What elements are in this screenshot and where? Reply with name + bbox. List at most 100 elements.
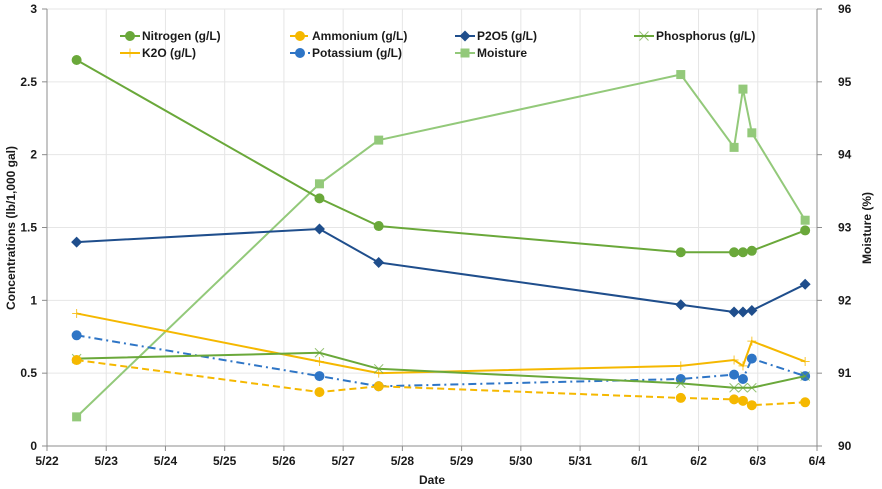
series-moisture	[72, 70, 810, 422]
data-point	[314, 387, 325, 398]
legend-marker	[459, 30, 471, 42]
x-tick-label: 5/23	[95, 454, 119, 468]
legend-marker	[295, 48, 305, 58]
y2-tick-label: 96	[838, 2, 852, 16]
data-point	[72, 308, 82, 318]
data-point	[800, 215, 810, 225]
data-point	[373, 363, 384, 374]
series-p2o5-g-l	[71, 223, 811, 318]
data-point	[729, 355, 739, 365]
data-point	[747, 128, 757, 138]
data-point	[729, 369, 740, 380]
y2-axis-title: Moisture (%)	[860, 192, 874, 264]
data-point	[800, 371, 811, 381]
x-tick-label: 5/30	[509, 454, 533, 468]
x-tick-label: 5/26	[272, 454, 296, 468]
data-point	[737, 247, 748, 258]
legend-marker	[125, 31, 135, 41]
data-point	[729, 394, 740, 405]
data-point	[799, 278, 811, 290]
data-point	[314, 357, 324, 367]
x-tick-label: 5/31	[568, 454, 592, 468]
data-point	[737, 395, 748, 406]
legend-marker	[639, 31, 649, 41]
legend: Nitrogen (g/L) Ammonium (g/L) P2O5 (g/L) Ph…	[120, 29, 755, 60]
data-point	[313, 223, 325, 235]
x-tick-label: 5/25	[213, 454, 237, 468]
gridlines	[47, 8, 817, 446]
legend-item: Ammonium (g/L)	[290, 29, 407, 43]
legend-item: Nitrogen (g/L)	[120, 29, 221, 43]
y-tick-label: 1.5	[20, 221, 37, 235]
data-point	[746, 353, 757, 364]
data-point	[373, 381, 384, 392]
x-tick-label: 5/24	[154, 454, 178, 468]
legend-label: K2O (g/L)	[142, 46, 196, 60]
legend-marker	[125, 48, 135, 58]
y2-tick-label: 90	[838, 439, 852, 453]
data-point	[374, 368, 384, 378]
data-point	[737, 306, 749, 318]
data-point	[747, 336, 757, 346]
data-point	[676, 70, 686, 80]
y-tick-label: 3	[30, 2, 37, 16]
data-point	[738, 84, 748, 94]
x-tick-label: 6/1	[631, 454, 648, 468]
data-point	[71, 355, 82, 366]
data-point	[675, 392, 686, 403]
data-point	[746, 245, 757, 256]
data-point	[71, 236, 83, 248]
series-k2o-g-l	[72, 308, 810, 378]
legend-label: P2O5 (g/L)	[477, 29, 537, 43]
data-point	[746, 382, 757, 393]
data-point	[373, 221, 384, 232]
data-point	[737, 373, 748, 384]
data-point	[314, 179, 324, 189]
data-point	[71, 54, 82, 65]
series-line	[76, 59, 806, 254]
y-axis-ticks: 0 0.5 1 1.5 2 2.5 3	[20, 2, 47, 453]
data-point	[746, 305, 758, 317]
legend-label: Nitrogen (g/L)	[142, 29, 221, 43]
y-axis-title: Concentrations (lb/1,000 gal)	[4, 146, 18, 310]
y2-tick-label: 91	[838, 366, 852, 380]
legend-label: Moisture	[477, 46, 527, 60]
legend-label: Phosphorus (g/L)	[656, 29, 755, 43]
series-line	[76, 227, 806, 313]
y-tick-label: 1	[30, 293, 37, 307]
legend-label: Potassium (g/L)	[312, 46, 402, 60]
legend-marker	[460, 48, 470, 58]
data-point	[729, 247, 740, 258]
legend-item: Moisture	[455, 46, 527, 60]
data-point	[738, 361, 748, 371]
data-point	[675, 299, 687, 311]
y2-tick-label: 94	[838, 148, 852, 162]
series-line	[76, 312, 806, 375]
data-point	[729, 142, 739, 152]
data-point	[71, 330, 82, 341]
y-tick-label: 2.5	[20, 75, 37, 89]
data-point	[314, 371, 325, 382]
series-phosphorus-g-l	[71, 347, 811, 393]
data-point	[800, 225, 811, 236]
x-tick-label: 5/27	[331, 454, 355, 468]
legend-item: Potassium (g/L)	[290, 46, 402, 60]
data-point	[729, 382, 739, 393]
x-tick-label: 6/2	[690, 454, 707, 468]
x-tick-label: 5/28	[391, 454, 415, 468]
data-point	[374, 135, 384, 145]
legend-marker	[295, 31, 305, 41]
y-tick-label: 0.5	[20, 366, 37, 380]
data-point	[675, 247, 686, 258]
data-point	[314, 347, 325, 358]
y-tick-label: 0	[30, 439, 37, 453]
y2-tick-label: 92	[838, 293, 852, 307]
x-axis-ticks: 5/22 5/23 5/24 5/25 5/26 5/27 5/28 5/29 5/30 5/31…	[35, 446, 826, 468]
x-tick-label: 5/29	[450, 454, 474, 468]
data-point	[676, 361, 686, 371]
data-point	[72, 412, 82, 422]
series-nitrogen-g-l	[71, 54, 811, 258]
legend-item: P2O5 (g/L)	[455, 29, 537, 43]
x-axis-title: Date	[419, 473, 445, 487]
